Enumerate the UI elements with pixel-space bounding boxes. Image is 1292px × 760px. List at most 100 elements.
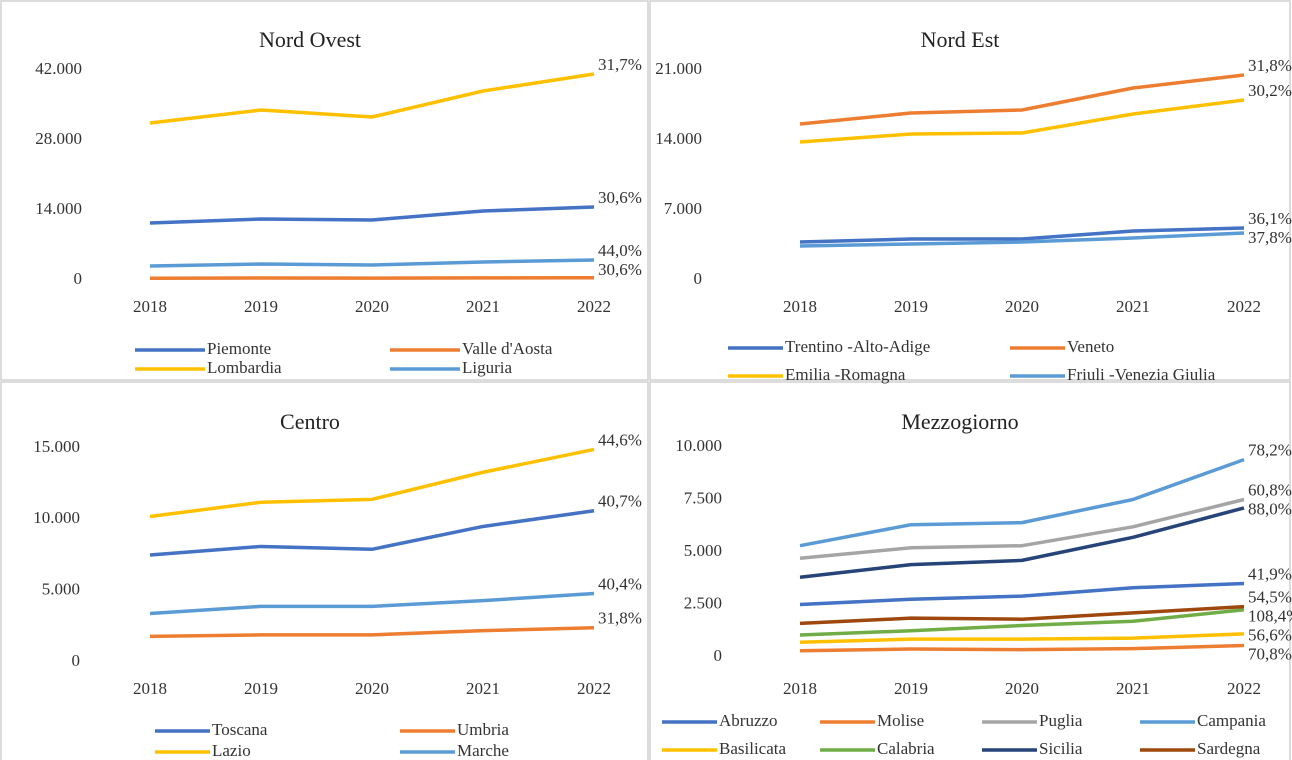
panel-frame <box>649 0 1291 381</box>
y-tick-label: 10.000 <box>675 436 722 455</box>
end-label: 30,6% <box>598 260 642 279</box>
line-series <box>799 98 1245 144</box>
end-label: 70,8% <box>1248 645 1292 664</box>
y-tick-label: 0 <box>72 651 81 670</box>
legend-label: Molise <box>877 711 924 730</box>
legend-label: Marche <box>457 741 509 760</box>
x-tick-label: 2021 <box>466 679 500 698</box>
x-tick-label: 2019 <box>894 679 928 698</box>
line-series <box>799 226 1245 244</box>
line-series <box>799 457 1245 548</box>
end-label: 31,7% <box>598 55 642 74</box>
legend-label: Calabria <box>877 739 935 758</box>
x-tick-label: 2021 <box>1116 297 1150 316</box>
end-label: 60,8% <box>1248 480 1292 499</box>
line-series <box>799 581 1245 607</box>
legend-label: Trentino -Alto-Adige <box>785 337 930 356</box>
y-tick-label: 21.000 <box>655 59 702 78</box>
line-series <box>799 632 1245 645</box>
y-tick-label: 15.000 <box>33 437 80 456</box>
x-tick-label: 2019 <box>244 297 278 316</box>
x-tick-label: 2022 <box>577 679 611 698</box>
y-tick-label: 42.000 <box>35 59 82 78</box>
legend-label: Sicilia <box>1039 739 1083 758</box>
x-tick-label: 2020 <box>355 679 389 698</box>
legend-label: Friuli -Venezia Giulia <box>1067 365 1216 384</box>
end-label: 78,2% <box>1248 441 1292 460</box>
line-series <box>149 626 595 639</box>
chart-title: Nord Ovest <box>259 27 361 52</box>
legend-label: Lazio <box>212 741 251 760</box>
x-tick-label: 2018 <box>783 679 817 698</box>
line-series <box>149 258 595 268</box>
legend-label: Piemonte <box>207 339 271 358</box>
line-series <box>149 591 595 616</box>
end-label: 40,7% <box>598 492 642 511</box>
line-series <box>149 275 595 280</box>
line-series <box>799 73 1245 126</box>
end-label: 56,6% <box>1248 626 1292 645</box>
line-series <box>799 506 1245 579</box>
x-tick-label: 2020 <box>355 297 389 316</box>
legend-label: Basilicata <box>719 739 786 758</box>
chart-title: Nord Est <box>921 27 1000 52</box>
x-tick-label: 2022 <box>1227 297 1261 316</box>
line-series <box>149 72 595 125</box>
y-tick-label: 5.000 <box>684 541 722 560</box>
chart-title: Centro <box>280 409 340 434</box>
x-tick-label: 2021 <box>1116 679 1150 698</box>
y-tick-label: 14.000 <box>35 199 82 218</box>
legend-label: Puglia <box>1039 711 1083 730</box>
legend-label: Toscana <box>212 720 268 739</box>
y-tick-label: 0 <box>74 269 83 288</box>
panel-frame <box>0 381 649 760</box>
line-series <box>149 447 595 519</box>
legend-label: Emilia -Romagna <box>785 365 906 384</box>
end-label: 44,6% <box>598 430 642 449</box>
line-series <box>799 608 1245 637</box>
line-series <box>149 205 595 225</box>
end-label: 41,9% <box>1248 564 1292 583</box>
line-series <box>799 497 1245 561</box>
legend-label: Umbria <box>457 720 509 739</box>
line-series <box>799 231 1245 248</box>
legend-label: Campania <box>1197 711 1266 730</box>
legend-label: Lombardia <box>207 358 282 377</box>
x-tick-label: 2021 <box>466 297 500 316</box>
panel-frame <box>0 0 649 381</box>
end-label: 40,4% <box>598 574 642 593</box>
legend-label: Valle d'Aosta <box>462 339 553 358</box>
x-tick-label: 2018 <box>133 297 167 316</box>
legend-label: Abruzzo <box>719 711 778 730</box>
y-tick-label: 0 <box>714 646 723 665</box>
end-label: 31,8% <box>598 609 642 628</box>
end-label: 31,8% <box>1248 56 1292 75</box>
x-tick-label: 2019 <box>244 679 278 698</box>
y-tick-label: 7.500 <box>684 488 722 507</box>
line-series <box>799 604 1245 626</box>
chart-title: Mezzogiorno <box>901 409 1018 434</box>
y-tick-label: 10.000 <box>33 508 80 527</box>
y-tick-label: 5.000 <box>42 580 80 599</box>
end-label: 54,5% <box>1248 588 1292 607</box>
x-tick-label: 2019 <box>894 297 928 316</box>
x-tick-label: 2022 <box>1227 679 1261 698</box>
x-tick-label: 2022 <box>577 297 611 316</box>
line-series <box>799 643 1245 653</box>
panel-frame <box>649 381 1291 760</box>
line-series <box>149 509 595 557</box>
x-tick-label: 2018 <box>783 297 817 316</box>
x-tick-label: 2020 <box>1005 679 1039 698</box>
end-label: 37,8% <box>1248 228 1292 247</box>
x-tick-label: 2018 <box>133 679 167 698</box>
legend-label: Sardegna <box>1197 739 1261 758</box>
legend-label: Veneto <box>1067 337 1114 356</box>
end-label: 44,0% <box>598 241 642 260</box>
y-tick-label: 0 <box>694 269 703 288</box>
y-tick-label: 14.000 <box>655 129 702 148</box>
end-label: 88,0% <box>1248 499 1292 518</box>
y-tick-label: 7.000 <box>664 199 702 218</box>
end-label: 108,4% <box>1248 607 1292 626</box>
end-label: 36,1% <box>1248 209 1292 228</box>
